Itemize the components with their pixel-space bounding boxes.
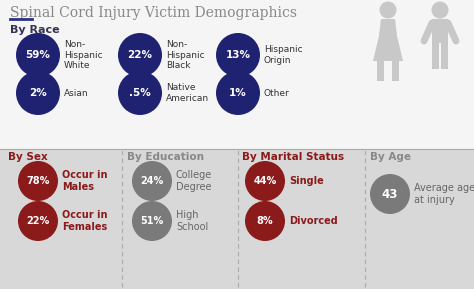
- Polygon shape: [379, 19, 397, 36]
- Text: Other: Other: [264, 88, 290, 97]
- Text: Divorced: Divorced: [289, 216, 338, 226]
- Ellipse shape: [18, 161, 58, 201]
- Text: 51%: 51%: [140, 216, 164, 226]
- Polygon shape: [377, 61, 384, 81]
- Text: 22%: 22%: [27, 216, 50, 226]
- Ellipse shape: [132, 161, 172, 201]
- Text: 1%: 1%: [229, 88, 247, 98]
- Polygon shape: [441, 43, 448, 69]
- Text: 8%: 8%: [257, 216, 273, 226]
- Ellipse shape: [18, 201, 58, 241]
- Ellipse shape: [16, 33, 60, 77]
- Ellipse shape: [118, 33, 162, 77]
- Text: By Marital Status: By Marital Status: [242, 152, 344, 162]
- Ellipse shape: [16, 71, 60, 115]
- Ellipse shape: [132, 201, 172, 241]
- FancyBboxPatch shape: [0, 149, 474, 289]
- Text: Non-
Hispanic
White: Non- Hispanic White: [64, 40, 103, 70]
- Polygon shape: [373, 36, 403, 61]
- Text: By Sex: By Sex: [8, 152, 48, 162]
- Text: Occur in
Females: Occur in Females: [62, 210, 108, 232]
- Text: By Race: By Race: [10, 25, 60, 35]
- Text: Native
American: Native American: [166, 83, 209, 103]
- Text: 13%: 13%: [226, 50, 250, 60]
- Text: 78%: 78%: [27, 176, 50, 186]
- Text: Spinal Cord Injury Victim Demographics: Spinal Cord Injury Victim Demographics: [10, 6, 297, 20]
- Polygon shape: [392, 61, 399, 81]
- Text: 2%: 2%: [29, 88, 47, 98]
- Text: .5%: .5%: [129, 88, 151, 98]
- FancyBboxPatch shape: [0, 0, 474, 149]
- Ellipse shape: [370, 174, 410, 214]
- Text: College
Degree: College Degree: [176, 170, 212, 192]
- Text: 44%: 44%: [254, 176, 277, 186]
- Text: Asian: Asian: [64, 88, 89, 97]
- Text: By Age: By Age: [370, 152, 411, 162]
- Circle shape: [431, 1, 448, 18]
- Text: High
School: High School: [176, 210, 208, 232]
- Text: 24%: 24%: [140, 176, 164, 186]
- Text: Hispanic
Origin: Hispanic Origin: [264, 45, 302, 65]
- Ellipse shape: [245, 161, 285, 201]
- Polygon shape: [432, 43, 439, 69]
- Ellipse shape: [118, 71, 162, 115]
- Text: 22%: 22%: [128, 50, 153, 60]
- Text: Non-
Hispanic
Black: Non- Hispanic Black: [166, 40, 205, 70]
- Text: 43: 43: [382, 188, 398, 201]
- Text: By Education: By Education: [127, 152, 204, 162]
- FancyBboxPatch shape: [432, 19, 448, 43]
- Text: Average age
at injury: Average age at injury: [414, 183, 474, 205]
- Ellipse shape: [245, 201, 285, 241]
- Text: Occur in
Males: Occur in Males: [62, 170, 108, 192]
- Ellipse shape: [216, 33, 260, 77]
- Text: 59%: 59%: [26, 50, 50, 60]
- Text: Single: Single: [289, 176, 324, 186]
- Ellipse shape: [216, 71, 260, 115]
- Circle shape: [380, 1, 396, 18]
